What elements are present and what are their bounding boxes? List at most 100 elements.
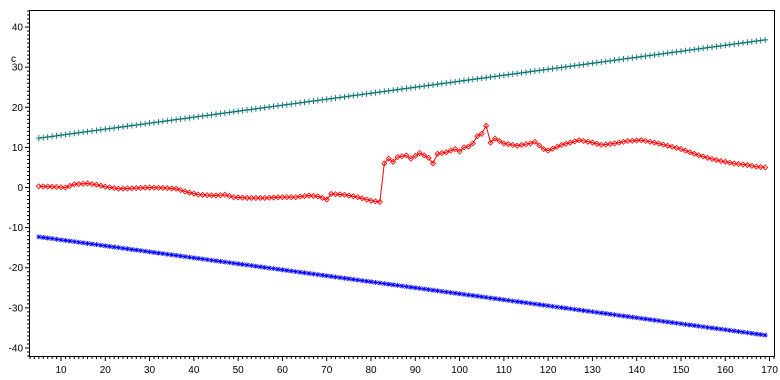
data-point (638, 137, 645, 144)
data-point (429, 160, 437, 167)
data-point (270, 103, 277, 110)
data-point (682, 321, 688, 327)
y-unit-label: c (11, 54, 16, 65)
data-point (226, 260, 232, 266)
data-point (642, 53, 649, 60)
x-tick-label: 80 (365, 365, 377, 376)
data-point (576, 62, 583, 69)
data-point (222, 259, 228, 265)
data-point (385, 155, 392, 162)
data-point (572, 306, 578, 312)
data-point (89, 241, 95, 247)
data-point (49, 236, 55, 242)
data-point (137, 121, 144, 128)
data-point (49, 133, 56, 140)
x-tick-label: 130 (584, 365, 601, 376)
data-point (727, 327, 733, 333)
data-point (567, 306, 573, 312)
data-point (84, 180, 91, 187)
data-point (385, 87, 392, 94)
data-point (483, 294, 489, 300)
data-point (762, 36, 769, 43)
data-point (217, 110, 224, 117)
data-point (177, 115, 184, 122)
data-point (744, 39, 751, 46)
data-point (678, 48, 684, 55)
data-point (231, 260, 237, 266)
data-point (700, 324, 706, 330)
x-tick-label: 100 (451, 365, 468, 376)
data-point (58, 132, 64, 139)
data-point (651, 317, 657, 323)
series-layer (35, 36, 769, 338)
data-point (748, 38, 755, 45)
data-point (75, 129, 82, 136)
data-point (677, 145, 685, 153)
data-point (376, 89, 383, 96)
y-tick-label: -10 (9, 223, 24, 234)
data-point (717, 42, 724, 49)
data-point (629, 314, 635, 320)
data-point (217, 192, 224, 199)
data-point (359, 278, 365, 284)
data-point (536, 302, 542, 308)
data-point (323, 196, 330, 203)
data-point (718, 326, 724, 332)
data-point (75, 180, 82, 188)
data-point (731, 41, 738, 48)
data-point (567, 63, 574, 70)
data-point (80, 240, 86, 246)
data-point (705, 324, 711, 330)
data-point (456, 148, 463, 155)
data-point (36, 234, 42, 240)
data-point (669, 49, 676, 56)
data-point (496, 137, 503, 145)
data-point (678, 321, 684, 327)
data-point (509, 141, 516, 149)
data-point (660, 318, 666, 324)
data-point (262, 264, 268, 270)
data-point (221, 191, 228, 198)
data-point (709, 44, 715, 51)
data-point (217, 258, 223, 264)
data-point (443, 80, 450, 87)
data-point (647, 52, 653, 59)
data-point (673, 144, 680, 151)
data-point (403, 85, 410, 92)
data-point (372, 279, 378, 285)
data-point (660, 50, 667, 57)
data-point (461, 291, 467, 297)
data-point (221, 109, 228, 116)
data-point (589, 60, 596, 67)
data-point (722, 327, 728, 333)
data-point (173, 185, 180, 192)
data-point (40, 134, 47, 141)
data-point (283, 194, 290, 201)
data-point (354, 92, 361, 99)
data-point (593, 59, 600, 66)
data-point (664, 142, 671, 149)
data-point (607, 57, 614, 64)
data-point (345, 192, 352, 199)
data-point (434, 288, 440, 294)
data-point (549, 145, 556, 152)
data-point (168, 117, 175, 124)
data-point (199, 191, 206, 198)
data-point (651, 51, 658, 58)
plot-frame (29, 10, 775, 357)
data-point (274, 194, 282, 201)
data-point (319, 272, 325, 278)
data-point (66, 182, 73, 189)
data-point (496, 72, 503, 79)
data-point (696, 323, 702, 329)
data-point (107, 243, 113, 249)
data-point (146, 120, 153, 127)
data-point (386, 281, 392, 287)
data-point (292, 100, 299, 107)
data-point (488, 295, 494, 301)
y-axis: -40 -30 -20 -10 0 10 20 30 40 (9, 10, 30, 357)
data-point (740, 39, 746, 46)
data-point (204, 192, 211, 199)
data-point (567, 139, 574, 146)
